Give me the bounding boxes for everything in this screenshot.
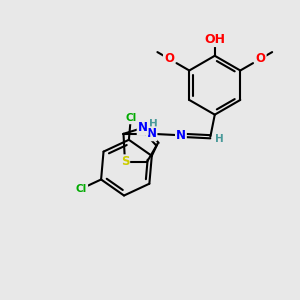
Text: Cl: Cl: [125, 113, 136, 123]
Text: O: O: [164, 52, 174, 65]
Text: S: S: [121, 155, 129, 168]
Text: Cl: Cl: [76, 184, 87, 194]
Text: H: H: [148, 119, 157, 129]
Text: N: N: [138, 122, 148, 134]
Text: N: N: [146, 127, 157, 140]
Text: O: O: [256, 52, 266, 65]
Text: N: N: [176, 129, 186, 142]
Text: OH: OH: [204, 33, 225, 46]
Text: H: H: [215, 134, 224, 144]
